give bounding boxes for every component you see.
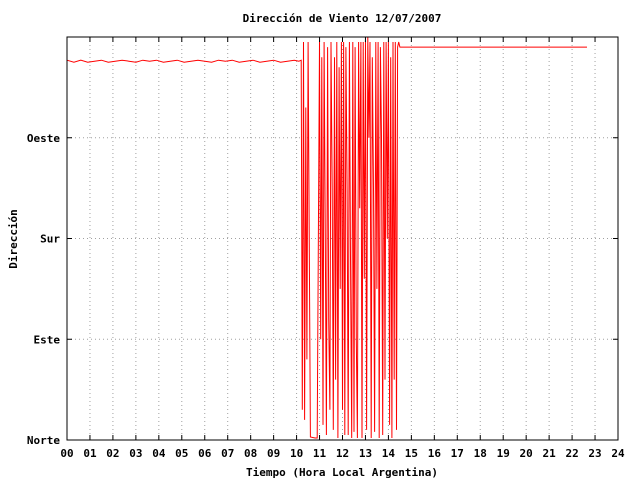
- y-tick-label: Sur: [40, 233, 60, 246]
- x-tick-label: 13: [359, 447, 372, 460]
- axis-ticks: [66, 37, 619, 441]
- y-tick-label: Oeste: [27, 132, 60, 145]
- x-tick-label: 20: [520, 447, 533, 460]
- y-tick-label: Norte: [27, 434, 60, 447]
- x-tick-label: 05: [175, 447, 188, 460]
- chart-title: Dirección de Viento 12/07/2007: [243, 12, 442, 25]
- x-tick-label: 02: [106, 447, 119, 460]
- x-tick-label: 21: [543, 447, 557, 460]
- x-tick-label: 00: [60, 447, 73, 460]
- x-tick-label: 01: [83, 447, 97, 460]
- y-tick-label: Este: [34, 333, 61, 346]
- y-axis-label: Dirección: [7, 209, 20, 269]
- x-tick-label: 09: [267, 447, 280, 460]
- x-tick-label: 23: [588, 447, 601, 460]
- x-tick-label: 16: [428, 447, 442, 460]
- plot-frame: [66, 36, 619, 441]
- x-tick-label: 18: [474, 447, 487, 460]
- x-tick-label: 15: [405, 447, 418, 460]
- x-tick-label: 07: [221, 447, 234, 460]
- x-tick-label: 17: [451, 447, 464, 460]
- x-tick-label: 04: [152, 447, 166, 460]
- x-tick-label: 14: [382, 447, 396, 460]
- x-axis-label: Tiempo (Hora Local Argentina): [246, 466, 438, 479]
- x-tick-label: 22: [565, 447, 578, 460]
- x-tick-label: 03: [129, 447, 142, 460]
- wind-direction-series-line: [66, 36, 587, 439]
- x-tick-label: 06: [198, 447, 212, 460]
- x-tick-label: 11: [313, 447, 327, 460]
- x-tick-label: 10: [290, 447, 303, 460]
- plot-area: [66, 36, 587, 439]
- x-tick-label: 24: [611, 447, 625, 460]
- x-tick-label: 12: [336, 447, 349, 460]
- x-tick-label: 08: [244, 447, 257, 460]
- x-tick-label: 19: [497, 447, 510, 460]
- x-tick-labels: 00 01 02 03 04 05 06 07 08 09 10 11 12 13 14 15 16 17 18 19…: [60, 447, 625, 460]
- y-tick-labels: Norte Este Sur Oeste: [27, 132, 60, 447]
